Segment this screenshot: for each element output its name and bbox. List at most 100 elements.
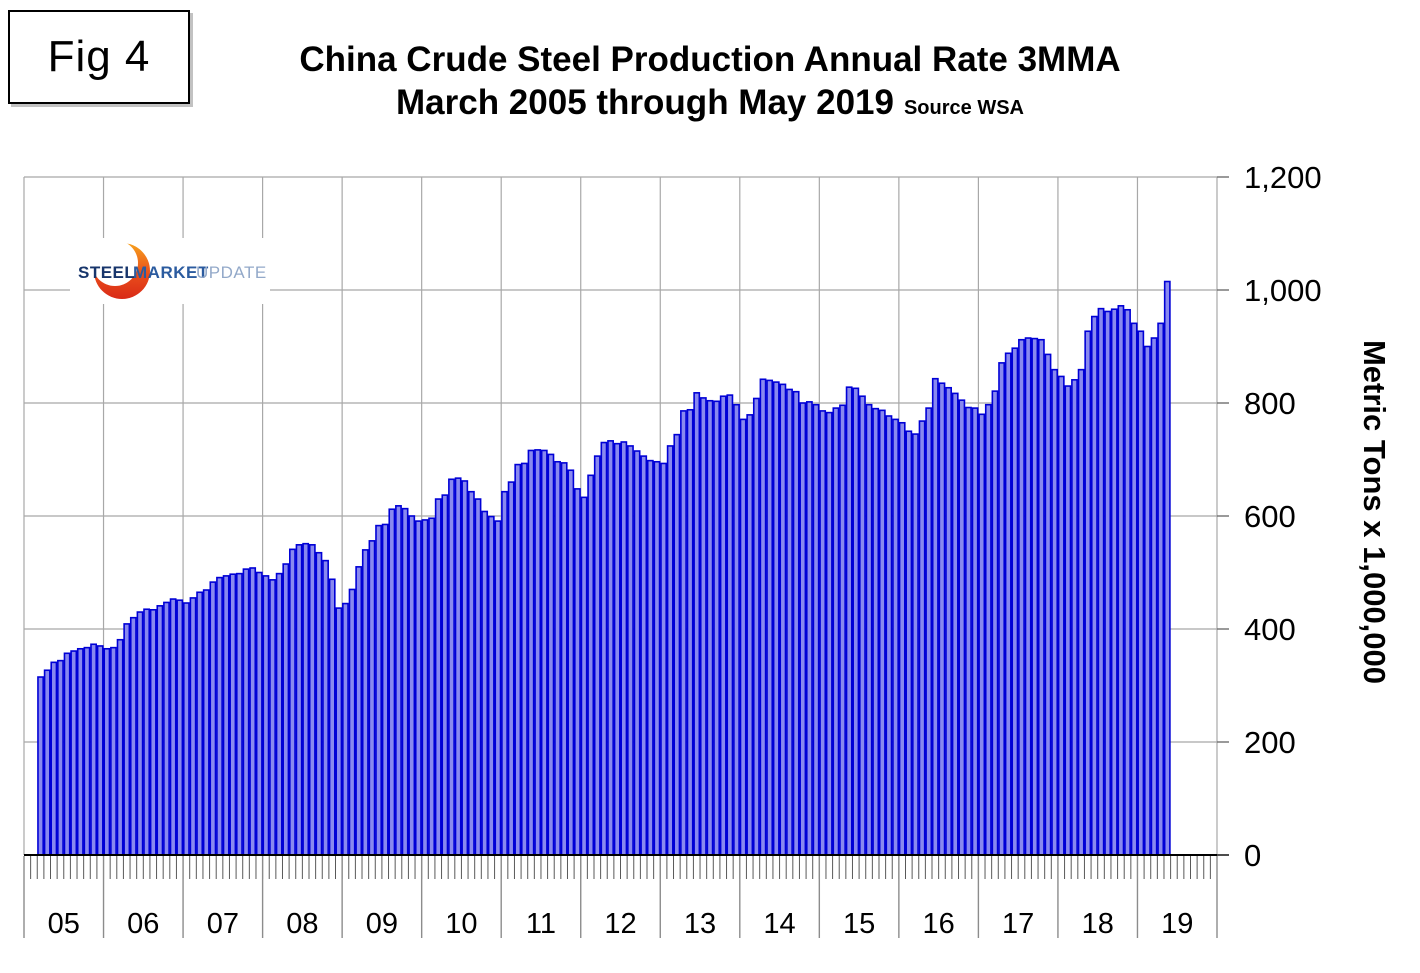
bar: 2011-04: 693 [520,462,528,856]
bar: 2007-06: 491 [216,576,223,856]
bar: 2009-12: 591 [414,520,422,856]
bar: 2011-03: 691 [514,463,522,856]
bar: 2015-02: 783 [825,411,833,856]
bar: 2009-07: 585 [381,523,389,856]
chart-title-block: China Crude Steel Production Annual Rate… [210,38,1210,124]
bar: 2017-09: 914 [1031,337,1039,856]
bar: 2010-01: 593 [421,519,429,856]
bar: 2015-05: 828 [845,386,853,856]
bar: 2013-06: 818 [693,392,701,856]
bar: 2013-09: 803 [713,400,721,856]
bar: 2006-11: 453 [169,598,177,856]
bar: 2018-03: 841 [1071,379,1078,856]
bar: 2012-03: 706 [593,455,601,856]
year-label: 08 [286,908,318,940]
bar: 2018-05: 927 [1084,330,1092,856]
bar: 2006-04: 409 [123,623,131,856]
bar: 2008-07: 551 [302,542,310,856]
y-tick-label: 600 [1244,499,1296,534]
chart-title: China Crude Steel Production Annual Rate… [299,40,1121,79]
chart-subtitle-text: March 2005 through May 2019 [396,82,894,122]
bar: 2009-05: 556 [368,540,376,856]
bar: 2017-11: 886 [1044,353,1052,856]
bar: 2014-05: 840 [766,379,774,856]
y-axis-title: Metric Tons x 1,000,000 [1357,339,1392,685]
bar: 2016-09: 817 [951,392,959,856]
bar: 2006-07: 435 [143,608,151,856]
year-label: 13 [684,908,716,940]
bar: 2010-10: 608 [481,510,489,856]
bar: 2007-07: 494 [222,575,230,856]
logo-crescent-icon [92,240,150,299]
bar: 2017-06: 897 [1011,347,1019,856]
bar: 2016-08: 827 [945,386,952,856]
bar: 2018-07: 967 [1097,307,1105,856]
bar: 2006-01: 365 [103,647,111,856]
bar: 2010-06: 667 [454,477,462,856]
bar: 2012-12: 696 [653,460,661,856]
bar: 2016-02: 750 [905,430,913,856]
bar: 2006-12: 451 [176,599,184,856]
bar: 2019-02: 900 [1143,345,1151,856]
bar: 2012-11: 698 [646,459,654,856]
year-label: 11 [526,908,556,940]
year-label: 15 [843,908,875,940]
bar: 2014-02: 779 [746,414,754,856]
bar: 2013-03: 744 [673,433,681,856]
bar: 2015-08: 797 [865,403,873,856]
logo-word-steel: STEEL [78,263,135,282]
bar: 2006-03: 381 [116,638,124,856]
bar: 2010-12: 591 [494,520,502,856]
bar: 2007-08: 497 [229,573,237,856]
bar: 2008-11: 488 [328,578,336,856]
bar: 2005-06: 344 [57,659,64,856]
bar: 2010-09: 630 [474,498,482,856]
bar: 2010-11: 599 [487,515,495,856]
bar: 2008-03: 498 [275,572,283,856]
bar: 2017-02: 797 [984,403,992,856]
bar: 2007-04: 469 [202,589,210,856]
year-label: 19 [1161,908,1193,940]
bar: 2013-10: 812 [719,395,727,856]
bar: 2018-02: 830 [1064,385,1072,856]
chart-subtitle: March 2005 through May 2019 Source WSA [210,82,1210,124]
bar: 2007-10: 506 [242,568,250,856]
bar: 2008-06: 549 [295,544,303,856]
bar: 2017-10: 912 [1037,338,1045,856]
bar: 2015-04: 796 [839,404,846,856]
logo-word-market: MARKET [133,263,209,282]
logo-word-update: UPDATE [196,263,267,282]
bar: 2017-05: 888 [1004,352,1012,856]
bar: 2006-09: 441 [156,605,164,856]
bar: 2013-11: 814 [726,394,734,856]
bar: 2015-11: 777 [885,415,893,856]
bar: 2008-01: 494 [262,575,270,856]
bar: 2011-08: 709 [547,453,555,856]
bar: 2012-09: 715 [633,450,641,856]
bar: 2005-12: 370 [96,645,104,856]
bar: 2009-11: 600 [408,515,416,856]
bar: 2011-12: 648 [574,488,581,856]
bar: 2016-01: 765 [898,421,906,856]
bar: 2013-08: 804 [706,399,714,856]
y-tick-label: 400 [1244,612,1296,647]
bar: 2011-05: 716 [527,449,535,856]
year-label: 17 [1002,908,1034,940]
bar: 2010-03: 630 [434,498,442,856]
bar: 2010-02: 596 [428,517,436,856]
bar: 2017-03: 821 [991,390,999,856]
bar: 2019-03: 915 [1150,337,1158,856]
steel-market-update-logo: STEEL MARKET UPDATE [70,238,270,304]
year-label: 12 [604,908,636,940]
bar: 2016-06: 843 [931,377,939,856]
bar: 2016-07: 835 [938,382,946,856]
bar: 2011-10: 694 [560,462,568,856]
bar: 2014-08: 824 [786,388,793,856]
bar: 2013-04: 786 [680,410,687,856]
bar: 2013-12: 797 [733,403,740,856]
bar: 2010-04: 637 [441,494,449,856]
bar: 2012-05: 733 [607,440,614,856]
bar: 2019-01: 927 [1137,330,1145,856]
bar: 2012-02: 672 [587,474,595,856]
y-tick-label: 800 [1244,386,1296,421]
